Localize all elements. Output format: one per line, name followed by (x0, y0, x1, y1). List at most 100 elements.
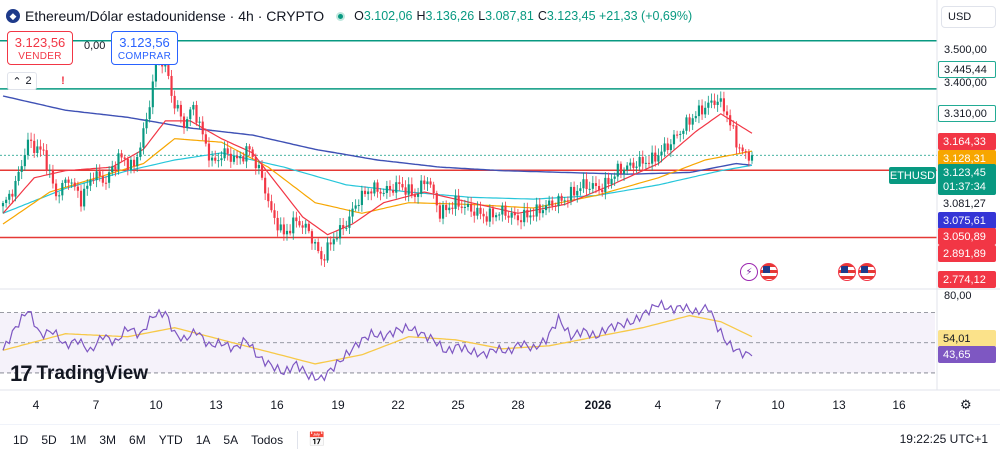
candle-body (619, 163, 623, 174)
event-icons-group[interactable] (838, 263, 876, 281)
time-axis-label: 13 (832, 398, 846, 412)
level-tag[interactable]: 3.445,44 (938, 61, 996, 78)
candle-body (582, 179, 585, 189)
candle-body (432, 184, 435, 194)
symbol-title[interactable]: Ethereum/Dólar estadounidense · 4h · CRY… (25, 8, 325, 24)
candle-body (632, 162, 635, 168)
range-1m-button[interactable]: 1M (69, 432, 87, 447)
level-tag[interactable]: 3.310,00 (938, 105, 996, 122)
candle-body (248, 146, 251, 150)
range-3m-button[interactable]: 3M (99, 432, 117, 447)
candle-body (532, 215, 535, 217)
calendar-icon[interactable]: 📅 (308, 431, 326, 447)
candle-body (257, 164, 260, 169)
buy-price: 3.123,56 (119, 35, 170, 50)
candle-body (348, 216, 351, 228)
candle-body (189, 109, 192, 120)
time-axis-label: 22 (391, 398, 405, 412)
currency-select[interactable]: USD (941, 6, 996, 28)
candle-body (132, 159, 136, 167)
us-flag-icon[interactable] (760, 263, 778, 281)
candle-body (538, 204, 541, 214)
candle-body (573, 186, 576, 196)
candle-body (335, 238, 339, 240)
candle-body (173, 95, 176, 109)
candle-body (404, 187, 407, 195)
time-axis-label: 10 (149, 398, 163, 412)
indicators-collapse-button[interactable]: ⌃ 2 (7, 72, 37, 90)
range-5y-button[interactable]: 5A (223, 432, 239, 447)
candle-body (676, 134, 679, 136)
candle-body (229, 153, 232, 162)
clock[interactable]: 19:22:25 UTC+1 (899, 432, 988, 446)
candle-body (36, 146, 39, 153)
candle-body (535, 204, 538, 217)
candle-body (45, 150, 48, 171)
candle-body (11, 193, 14, 197)
time-axis-label: 13 (209, 398, 223, 412)
candle-body (597, 186, 601, 190)
horizontal-levels[interactable] (0, 39, 937, 239)
candle-body (289, 230, 292, 234)
candle-body (70, 182, 73, 184)
market-status-icon[interactable] (336, 11, 346, 21)
tradingview-logo[interactable]: 17 TradingView (10, 361, 148, 387)
chevron-icon: ⌃ (12, 75, 22, 88)
candle-body (64, 179, 67, 183)
candle-body (392, 190, 395, 193)
candle-body (298, 221, 301, 226)
candle-body (551, 200, 554, 206)
candle-body (211, 157, 214, 161)
level-tag: 3.081,27 (938, 195, 996, 212)
candle-body (307, 223, 310, 232)
candle-body (451, 207, 454, 209)
candle-body (426, 181, 429, 185)
candle-body (108, 172, 111, 183)
buy-button[interactable]: 3.123,56 COMPRAR (111, 31, 178, 65)
candle-body (223, 148, 226, 159)
us-flag-icon[interactable] (838, 263, 856, 281)
candle-body (554, 205, 557, 207)
range-ytd-button[interactable]: YTD (158, 432, 183, 447)
candle-body (114, 166, 117, 170)
candle-body (129, 159, 133, 170)
candle-body (470, 204, 473, 212)
candle-body (682, 130, 685, 134)
candle-body (120, 153, 123, 158)
candle-body (585, 179, 588, 190)
settings-gear-icon[interactable]: ⚙ (960, 397, 972, 412)
alert-icon[interactable]: ! (61, 75, 65, 87)
candle-body (276, 217, 279, 231)
candle-body (651, 152, 654, 164)
candle-body (441, 204, 445, 219)
sell-button[interactable]: 3.123,56 VENDER (7, 31, 73, 65)
range-all-button[interactable]: Todos (251, 432, 284, 447)
candle-body (626, 165, 629, 171)
candle-body (704, 107, 707, 115)
candle-body (338, 225, 342, 239)
candle-body (722, 98, 726, 112)
candle-body (601, 189, 604, 193)
chart-area[interactable]: ◆ Ethereum/Dólar estadounidense · 4h · C… (0, 0, 1000, 424)
candle-body (635, 166, 638, 168)
candle-body (260, 164, 264, 178)
level-tag[interactable]: 2.891,89 (938, 245, 996, 262)
candle-body (679, 133, 682, 135)
dividend-bolt-icon[interactable]: ⚡ (740, 263, 758, 281)
candle-body (89, 179, 92, 186)
candle-body (310, 231, 314, 244)
event-icons-group[interactable]: ⚡ (740, 263, 778, 281)
range-1d-button[interactable]: 1D (13, 432, 29, 447)
candle-body (507, 215, 510, 218)
candles (1, 45, 754, 268)
candle-body (117, 153, 120, 170)
bar-countdown: 01:37:34 (943, 181, 986, 193)
candle-body (317, 242, 320, 252)
candle-body (641, 157, 644, 164)
current-price: 3.123,45 (943, 167, 986, 179)
range-5d-button[interactable]: 5D (41, 432, 57, 447)
range-6m-button[interactable]: 6M (129, 432, 146, 447)
candle-body (145, 119, 148, 129)
us-flag-icon[interactable] (858, 263, 876, 281)
range-1y-button[interactable]: 1A (195, 432, 211, 447)
